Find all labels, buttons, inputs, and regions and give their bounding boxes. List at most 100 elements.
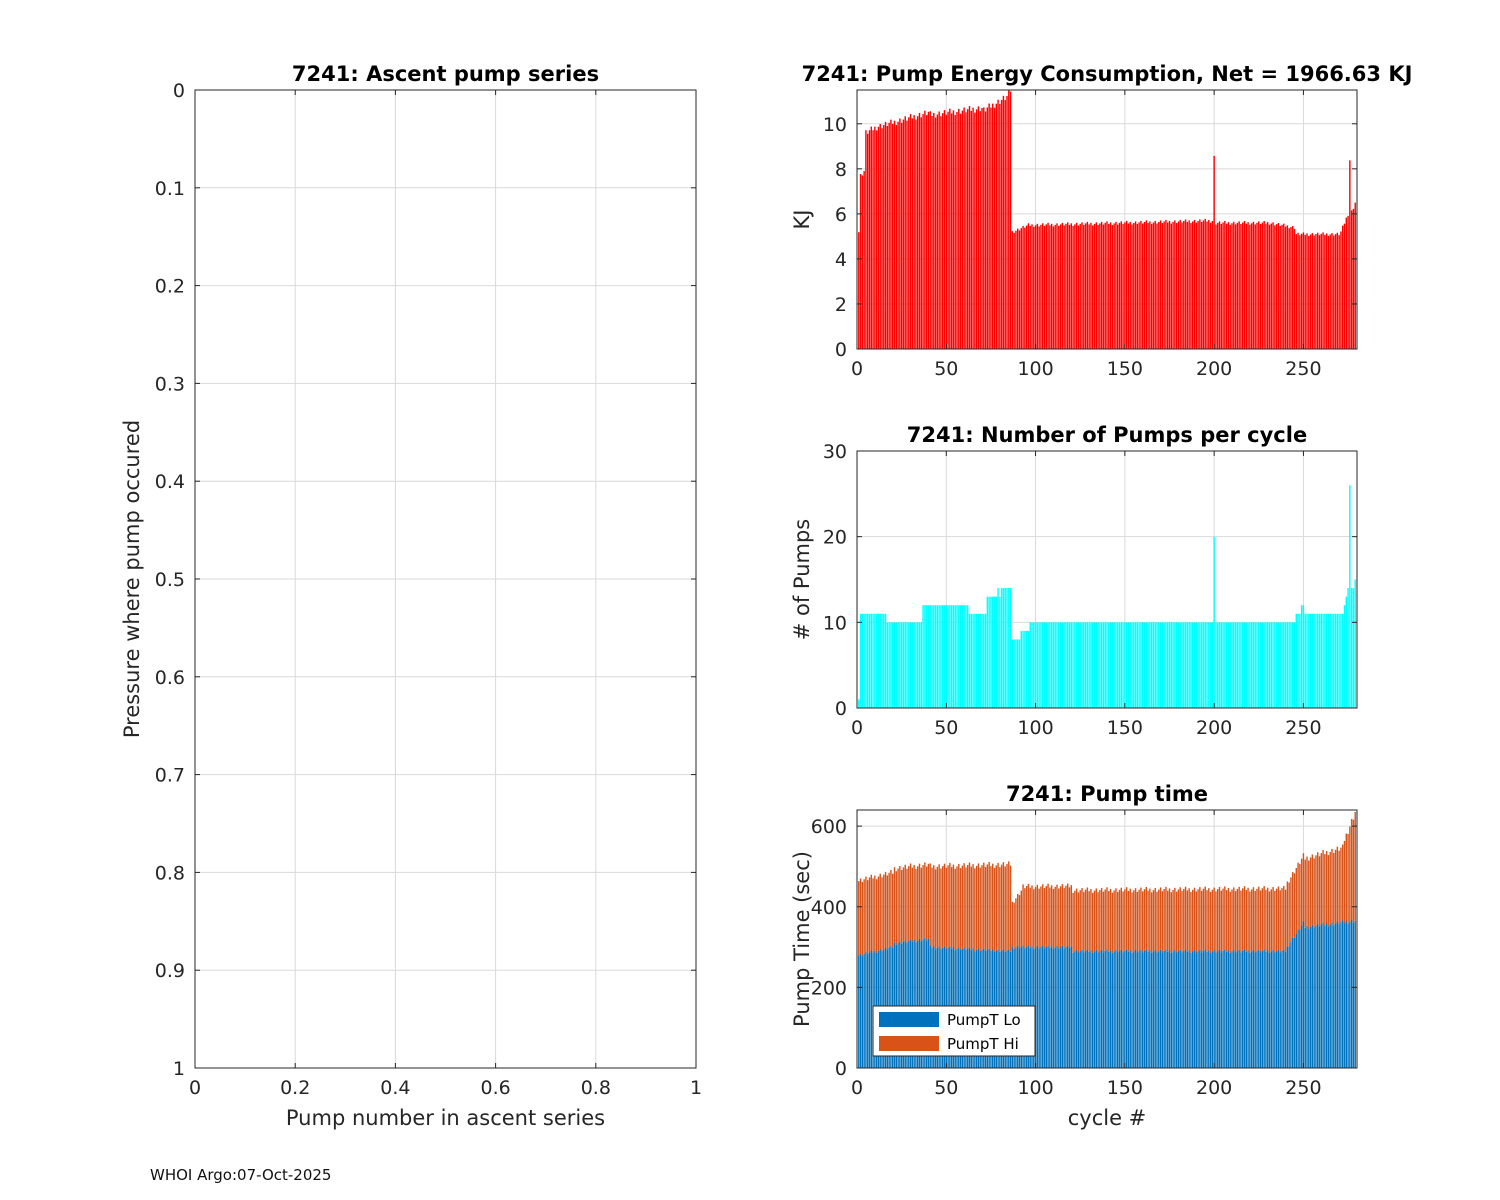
pump-hi-bar [938,864,940,947]
pumps-bar [1320,613,1322,708]
pump-hi-bar [1167,890,1169,952]
pump-lo-bar [1118,951,1121,1068]
y-axis-label: KJ [790,210,814,230]
pump-hi-bar [1120,887,1122,950]
pump-hi-bar [1040,886,1042,948]
pump-lo-bar [1115,950,1117,1068]
pump-lo-bar [1347,923,1349,1068]
energy-bar [940,116,942,350]
pump-hi-bar [1281,888,1283,951]
y-tick-label: 8 [835,159,847,181]
pump-hi-bar [883,874,885,950]
pump-lo-bar [859,953,862,1068]
pump-hi-bar [974,868,976,952]
pumps-bar [1127,622,1130,708]
pump-hi-bar [1311,854,1314,925]
pump-hi-bar [1333,852,1335,926]
energy-bar [958,108,960,349]
pumps-bar [1342,613,1344,708]
pump-hi-bar [1033,889,1035,949]
pump-lo-bar [1047,945,1049,1068]
pump-hi-bar [1193,887,1196,951]
pumps-bar [1293,622,1296,708]
pump-lo-bar [1213,950,1215,1068]
y-tick-label: 0.7 [155,765,185,787]
pump-lo-bar [1338,924,1340,1068]
pump-hi-bar [1250,889,1253,952]
pumps-bar [1152,622,1155,708]
pump-hi-bar [1315,855,1317,926]
pump-lo-bar [924,937,926,1068]
pumps-bar [974,613,976,708]
pumps-bar [959,605,962,708]
x-tick-label: 0 [851,358,863,380]
energy-bar [1106,221,1108,349]
pump-lo-bar [1281,950,1283,1068]
pump-hi-bar [1138,889,1140,952]
pump-hi-bar [1283,885,1285,950]
energy-bar [1031,224,1033,349]
pumps-bar [1229,622,1231,708]
pumps-bar [990,596,992,708]
pump-hi-bar [1327,855,1330,927]
pump-lo-bar [1188,950,1190,1068]
pumps-bar [1268,622,1271,708]
pumps-bar [1027,630,1030,708]
energy-bar [900,122,903,349]
pumps-bar [1315,613,1317,708]
energy-bar [1043,225,1046,349]
pumps-bar [1254,622,1256,708]
pump-lo-bar [1311,924,1314,1068]
energy-bar [1333,235,1335,349]
legend-swatch [879,1036,939,1051]
pump-hi-bar [1220,890,1222,953]
pumps-bar [952,605,955,708]
energy-bar [1283,223,1285,349]
pump-hi-bar [950,867,953,949]
pump-lo-bar [1065,946,1067,1068]
pumps-bar [1072,622,1074,708]
pump-hi-bar [1183,888,1185,951]
y-tick-label: 0.4 [155,471,185,493]
pump-hi-bar [1122,891,1124,953]
pump-hi-bar [1147,890,1149,952]
energy-bar [1218,221,1221,349]
pump-hi-bar [879,873,881,949]
pumps-bar [1193,622,1196,708]
energy-bar [872,130,874,349]
pump-hi-bar [899,866,901,942]
x-tick-label: 0.4 [380,1077,410,1099]
energy-bar [1158,221,1160,349]
pump-hi-bar [1047,883,1049,946]
pump-hi-bar [1258,886,1260,950]
energy-bar [875,130,878,349]
pump-lo-bar [1040,947,1042,1068]
pump-lo-bar [1345,921,1347,1068]
energy-bar [1143,221,1146,349]
energy-bar [1247,222,1249,349]
y-tick-label: 30 [823,441,847,463]
y-axis-label: # of Pumps [790,519,814,641]
energy-bar [1018,230,1021,349]
energy-bar [1350,210,1353,349]
energy-bar [995,103,997,350]
pump-hi-bar [918,863,921,939]
pumps-bar [1349,485,1351,708]
energy-bar [861,175,864,349]
pump-hi-bar [917,866,919,941]
pumps-bar [1065,622,1067,708]
pump-hi-bar [868,877,871,953]
energy-bar [1195,222,1197,349]
pump-hi-bar [1056,884,1058,946]
pump-lo-bar [1172,951,1174,1068]
pump-lo-bar [1042,945,1044,1068]
pump-hi-bar [1274,890,1276,953]
pump-lo-bar [1286,946,1289,1068]
pump-hi-bar [1020,890,1022,948]
pump-hi-bar [977,863,980,949]
pumps-bar [1168,622,1171,708]
energy-bar [933,112,935,349]
pumps-bar [1049,622,1051,708]
pump-hi-bar [927,863,930,939]
energy-bar [879,124,881,349]
